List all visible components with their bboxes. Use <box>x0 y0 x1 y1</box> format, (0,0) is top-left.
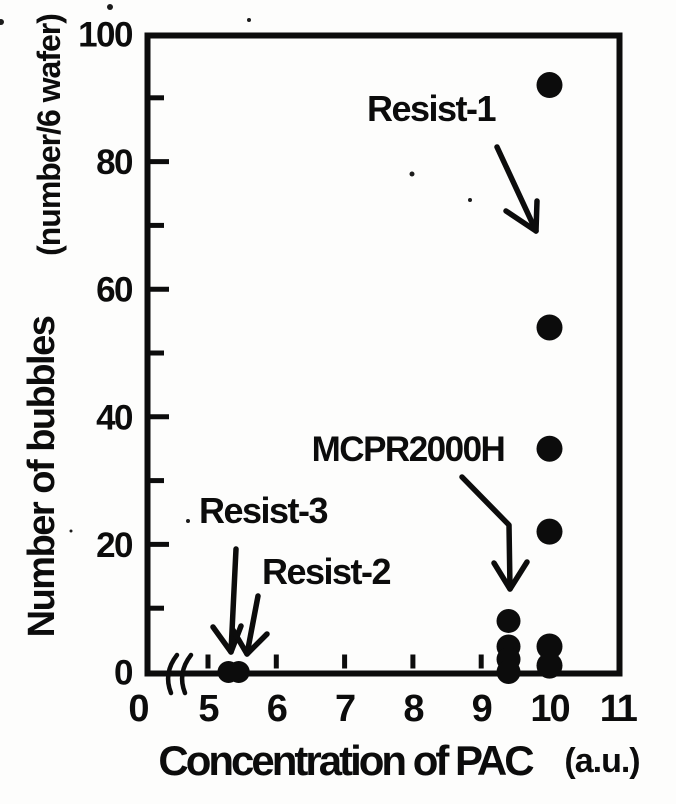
resist-2-arrow <box>230 593 270 657</box>
x-tick-label: 8 <box>403 688 423 730</box>
annotation-mcpr2000h: MCPR2000H <box>312 430 505 469</box>
y-tick-labels: 100 80 60 40 20 0 <box>78 16 134 693</box>
x-tick-label: 5 <box>198 688 219 730</box>
x-tick-label: 10 <box>530 688 569 730</box>
scan-speck <box>107 4 113 10</box>
data-point-resist-1 <box>536 633 563 660</box>
axis-break-mark <box>165 652 194 696</box>
y-tick-label: 0 <box>114 654 133 693</box>
scan-speck <box>409 171 415 177</box>
y-axis-units: (number/6 wafer) <box>31 14 67 256</box>
data-point-mcpr2000h <box>496 660 521 684</box>
data-point-resist-1 <box>536 435 563 462</box>
plot-border <box>144 32 623 677</box>
x-tick-label: 6 <box>267 688 287 730</box>
data-point-mcpr2000h <box>496 608 521 633</box>
x-axis-units: (a.u.) <box>564 742 639 780</box>
x-tick-label: 11 <box>600 688 638 730</box>
y-tick-label: 80 <box>96 143 133 182</box>
scan-speck <box>0 19 4 25</box>
x-tick-labels: 0 5 6 7 8 9 10 11 <box>128 688 639 730</box>
y-axis-ticks <box>150 95 169 611</box>
scan-speck <box>186 519 190 523</box>
scan-speck <box>69 529 73 533</box>
data-point-resist-1 <box>536 72 563 99</box>
y-tick-label: 60 <box>96 271 133 310</box>
x-tick-label: 9 <box>472 688 492 730</box>
x-tick-label: 7 <box>335 688 355 730</box>
y-tick-label: 100 <box>78 16 133 55</box>
y-tick-label: 20 <box>96 526 133 565</box>
scan-speck <box>468 198 472 202</box>
x-axis-title: Concentration of PAC <box>158 737 534 784</box>
y-tick-label: 40 <box>96 398 133 437</box>
y-axis-title: Number of bubbles <box>21 316 63 637</box>
data-point-resist-1 <box>536 518 563 545</box>
mcpr2000h-arrow <box>459 474 530 592</box>
data-point-resist-1 <box>536 652 563 679</box>
annotation-resist-1: Resist-1 <box>367 88 497 129</box>
scan-speck <box>247 18 251 22</box>
annotation-resist-3: Resist-3 <box>199 490 328 531</box>
scan-specks <box>0 4 472 533</box>
resist-1-arrow <box>494 144 540 234</box>
data-point-resist-1 <box>536 314 563 341</box>
data-points <box>217 72 563 684</box>
data-point-resist-3 <box>217 661 240 683</box>
annotation-resist-2: Resist-2 <box>262 551 391 592</box>
x-tick-label: 0 <box>128 688 148 730</box>
